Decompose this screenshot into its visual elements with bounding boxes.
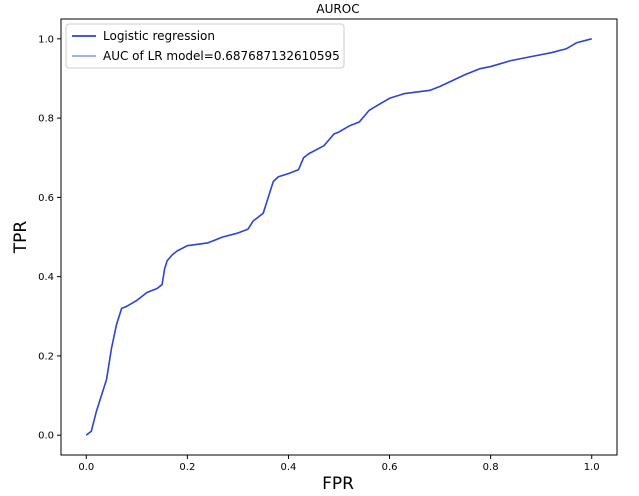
x-tick-label: 0.6 [382,462,398,473]
y-tick-label: 0.8 [38,114,54,125]
x-axis-ticks: 0.0 0.2 0.4 0.6 0.8 1.0 [78,455,600,473]
y-tick-label: 0.0 [38,431,54,442]
x-tick-label: 0.2 [179,462,195,473]
series-line-logistic-regression [85,38,592,436]
legend-label-auc: AUC of LR model=0.687687132610595 [103,49,340,63]
y-tick-label: 0.2 [38,351,54,362]
y-tick-label: 0.6 [38,193,54,204]
x-tick-label: 0.0 [78,462,94,473]
series-layer [85,38,592,436]
chart-title: AUROC [316,2,359,16]
y-axis-ticks: 0.0 0.2 0.4 0.6 0.8 1.0 [38,34,61,442]
x-axis-label: FPR [322,474,354,494]
y-tick-label: 1.0 [38,34,54,45]
legend-label-logistic: Logistic regression [103,29,215,43]
legend: Logistic regression AUC of LR model=0.68… [65,23,345,69]
legend-box [65,23,345,69]
x-tick-label: 0.8 [483,462,499,473]
x-tick-label: 0.4 [281,462,297,473]
y-axis-label: TPR [11,221,31,255]
y-tick-label: 0.4 [38,272,54,283]
plot-area [60,18,618,456]
x-tick-label: 1.0 [584,462,600,473]
